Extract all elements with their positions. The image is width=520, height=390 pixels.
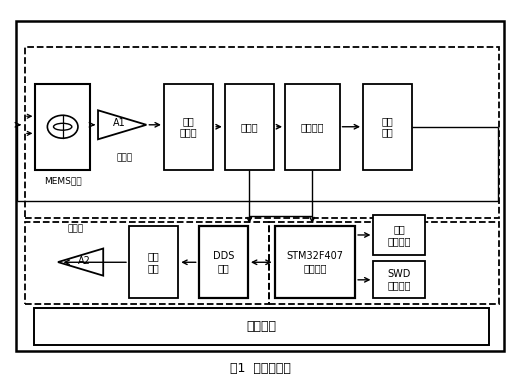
Bar <box>164 84 213 170</box>
Bar <box>269 222 499 304</box>
Text: 串口
调试模块: 串口 调试模块 <box>387 224 411 246</box>
Bar <box>16 21 504 351</box>
Bar <box>129 226 178 298</box>
Text: DDS
模块: DDS 模块 <box>213 252 234 273</box>
Text: SWD
调试模块: SWD 调试模块 <box>387 269 411 291</box>
Text: 滤波
电路: 滤波 电路 <box>148 252 160 273</box>
Text: 分频器: 分频器 <box>241 122 258 132</box>
Text: 过零
比较器: 过零 比较器 <box>180 116 197 138</box>
Bar <box>363 84 412 170</box>
Text: STM32F407
微控制器: STM32F407 微控制器 <box>287 252 343 273</box>
Text: A2: A2 <box>79 256 91 266</box>
Bar <box>25 222 269 304</box>
Bar <box>373 261 425 298</box>
Text: MEMS微镜: MEMS微镜 <box>44 176 82 185</box>
Bar <box>35 84 90 170</box>
Text: A1: A1 <box>113 118 126 128</box>
Text: 电机
驱动: 电机 驱动 <box>382 116 394 138</box>
Text: 电源模块: 电源模块 <box>246 320 276 333</box>
Bar <box>285 84 340 170</box>
Bar <box>275 226 355 298</box>
Bar <box>373 215 425 255</box>
Bar <box>34 308 489 345</box>
Bar <box>225 84 274 170</box>
Text: 光栅码盘: 光栅码盘 <box>301 122 324 132</box>
Bar <box>25 47 499 218</box>
Text: 图1  系统结构图: 图1 系统结构图 <box>229 362 291 375</box>
Bar <box>199 226 248 298</box>
Text: 放大器: 放大器 <box>67 224 84 234</box>
Text: 放大器: 放大器 <box>116 153 133 163</box>
